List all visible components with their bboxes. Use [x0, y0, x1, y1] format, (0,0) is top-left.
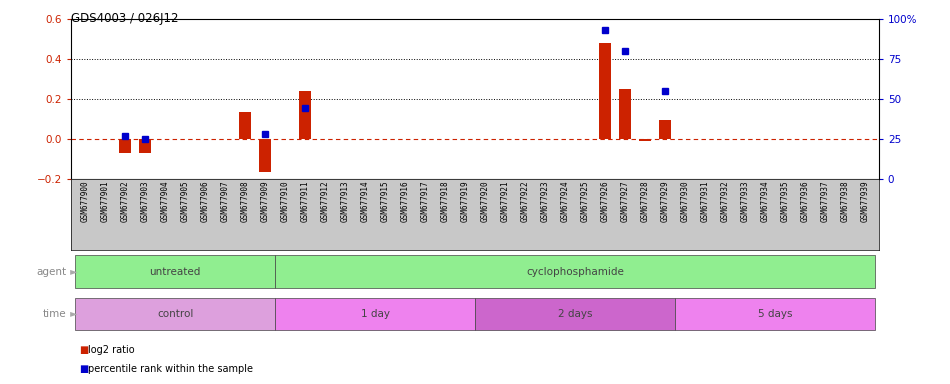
Text: GSM677912: GSM677912 — [320, 180, 330, 222]
Text: GSM677914: GSM677914 — [361, 180, 370, 222]
Text: 2 days: 2 days — [558, 309, 592, 319]
Bar — [140, 139, 151, 153]
Text: GSM677935: GSM677935 — [780, 180, 789, 222]
Text: ■: ■ — [79, 364, 88, 374]
Bar — [618, 89, 631, 139]
Text: GSM677929: GSM677929 — [660, 180, 670, 222]
Text: control: control — [157, 309, 194, 319]
Text: ►: ► — [67, 266, 78, 277]
Text: percentile rank within the sample: percentile rank within the sample — [88, 364, 254, 374]
Text: GSM677922: GSM677922 — [521, 180, 529, 222]
Text: GSM677930: GSM677930 — [680, 180, 690, 222]
Text: GSM677925: GSM677925 — [580, 180, 589, 222]
Text: GSM677918: GSM677918 — [441, 180, 449, 222]
Bar — [239, 112, 251, 139]
Text: ►: ► — [67, 309, 78, 319]
Bar — [276, 298, 475, 330]
Text: cyclophosphamide: cyclophosphamide — [526, 266, 624, 277]
Text: GSM677902: GSM677902 — [121, 180, 130, 222]
Text: GSM677911: GSM677911 — [300, 180, 310, 222]
Text: GSM677910: GSM677910 — [280, 180, 290, 222]
Text: GSM677903: GSM677903 — [141, 180, 150, 222]
Text: 5 days: 5 days — [757, 309, 792, 319]
Text: GSM677932: GSM677932 — [720, 180, 730, 222]
Bar — [598, 43, 611, 139]
Text: GSM677927: GSM677927 — [620, 180, 630, 222]
Text: GSM677936: GSM677936 — [800, 180, 809, 222]
Text: agent: agent — [36, 266, 66, 277]
Text: time: time — [43, 309, 66, 319]
Bar — [259, 139, 271, 172]
Text: GSM677924: GSM677924 — [560, 180, 569, 222]
Bar — [659, 120, 671, 139]
Bar — [299, 91, 311, 139]
Text: GSM677934: GSM677934 — [760, 180, 770, 222]
Text: GDS4003 / 026J12: GDS4003 / 026J12 — [71, 12, 179, 25]
Text: GSM677921: GSM677921 — [501, 180, 509, 222]
Text: GSM677933: GSM677933 — [740, 180, 750, 222]
Bar — [119, 139, 131, 153]
Text: GSM677905: GSM677905 — [180, 180, 190, 222]
Text: GSM677904: GSM677904 — [161, 180, 170, 222]
Bar — [75, 255, 275, 288]
Text: GSM677916: GSM677916 — [401, 180, 409, 222]
Text: log2 ratio: log2 ratio — [88, 345, 135, 356]
Text: ■: ■ — [79, 345, 88, 356]
Text: GSM677909: GSM677909 — [260, 180, 270, 222]
Bar — [674, 298, 875, 330]
Text: GSM677919: GSM677919 — [461, 180, 469, 222]
Text: GSM677939: GSM677939 — [861, 180, 869, 222]
Text: GSM677906: GSM677906 — [200, 180, 210, 222]
Text: GSM677938: GSM677938 — [840, 180, 849, 222]
Text: GSM677900: GSM677900 — [81, 180, 89, 222]
Text: GSM677917: GSM677917 — [421, 180, 429, 222]
Text: GSM677913: GSM677913 — [341, 180, 350, 222]
Text: untreated: untreated — [149, 266, 200, 277]
Text: GSM677923: GSM677923 — [541, 180, 549, 222]
Text: GSM677926: GSM677926 — [600, 180, 609, 222]
Bar — [475, 298, 674, 330]
Text: GSM677931: GSM677931 — [700, 180, 710, 222]
Text: GSM677915: GSM677915 — [381, 180, 390, 222]
Text: 1 day: 1 day — [361, 309, 390, 319]
Text: GSM677907: GSM677907 — [220, 180, 230, 222]
Text: GSM677901: GSM677901 — [101, 180, 110, 222]
Text: GSM677937: GSM677937 — [820, 180, 829, 222]
Bar — [639, 139, 651, 141]
Text: GSM677920: GSM677920 — [481, 180, 489, 222]
Bar — [75, 298, 275, 330]
Text: GSM677908: GSM677908 — [240, 180, 250, 222]
Bar — [276, 255, 875, 288]
Text: GSM677928: GSM677928 — [640, 180, 650, 222]
